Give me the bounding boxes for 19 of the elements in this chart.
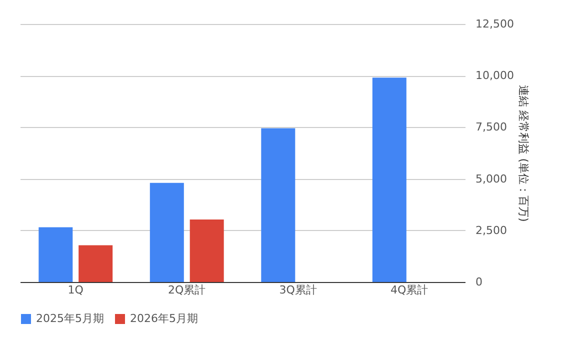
bar [78,245,113,282]
x-tick-label: 2Q累計 [168,284,206,296]
y-tick-label: 7,500 [476,120,507,134]
bar [372,78,406,282]
bar [150,182,184,282]
x-tick-label: 4Q累計 [390,284,428,296]
y-tick-label: 2,500 [476,224,507,237]
x-tick-label: 3Q累計 [279,284,317,296]
y-tick-label: 0 [476,276,482,288]
y-tick-label: 5,000 [476,172,507,186]
bar [190,219,224,282]
y-axis-title: 連結 経常利益 (単位：百万) [516,85,530,222]
y-tick-label: 12,500 [476,18,514,30]
bar [38,227,73,282]
x-tick-label: 1Q [68,284,84,296]
legend-label: 2026年5月期 [130,312,198,325]
bar [261,128,296,282]
y-tick-label: 10,000 [476,69,514,82]
legend-label: 2025年5月期 [36,312,104,325]
